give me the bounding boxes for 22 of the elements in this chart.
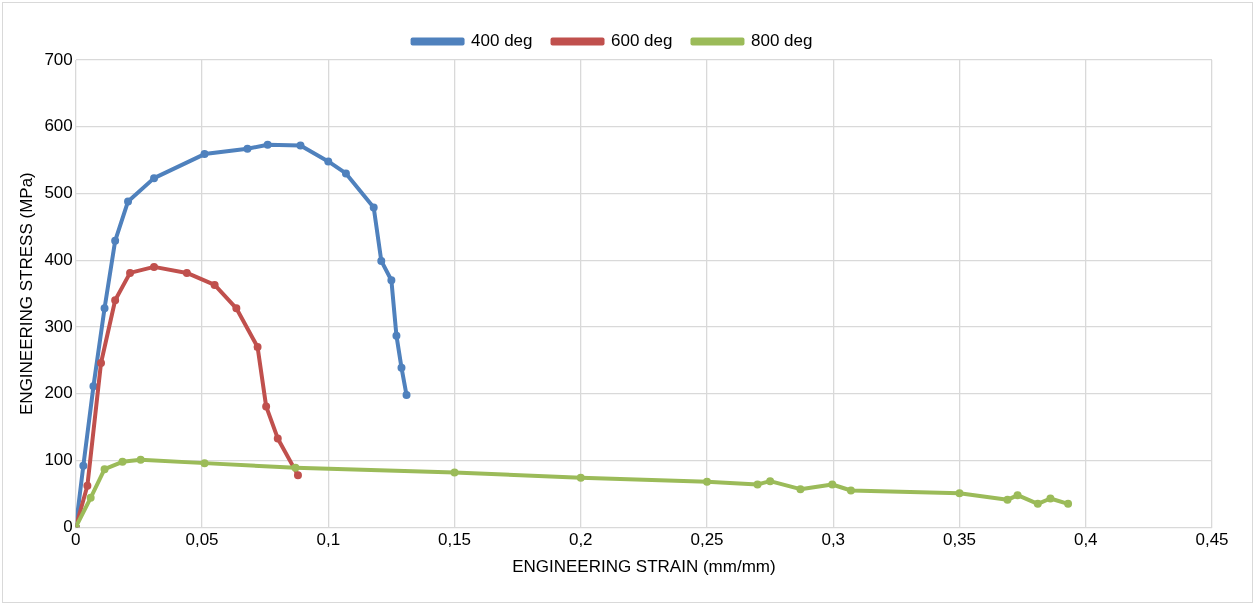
- x-tick-label: 0,2: [568, 530, 593, 550]
- legend-label: 400 deg: [471, 31, 533, 51]
- y-tick-label: 600: [44, 116, 73, 136]
- y-tick-label: 400: [44, 249, 73, 269]
- x-tick-label: 0,15: [437, 530, 472, 550]
- x-axis-title: ENGINEERING STRAIN (mm/mm): [512, 557, 776, 577]
- x-tick-label: 0,1: [316, 530, 341, 550]
- y-tick-label: 0: [63, 516, 73, 536]
- y-tick-label: 700: [44, 49, 73, 69]
- x-tick-label: 0,4: [1073, 530, 1098, 550]
- x-tick-label: 0,25: [690, 530, 724, 550]
- legend-label: 600 deg: [611, 31, 673, 51]
- x-tick-label: 0,45: [1195, 530, 1229, 550]
- y-tick-label: 500: [44, 183, 73, 203]
- legend-label: 800 deg: [750, 31, 813, 51]
- x-tick-label: 0,3: [821, 530, 846, 550]
- y-axis-title: ENGINEERING STRESS (MPa): [16, 172, 36, 415]
- x-tick-label: 0,35: [942, 530, 977, 550]
- x-tick-label: 0,05: [185, 530, 219, 550]
- y-tick-label: 200: [44, 383, 73, 403]
- y-tick-label: 100: [44, 450, 73, 470]
- y-tick-label: 300: [44, 316, 73, 336]
